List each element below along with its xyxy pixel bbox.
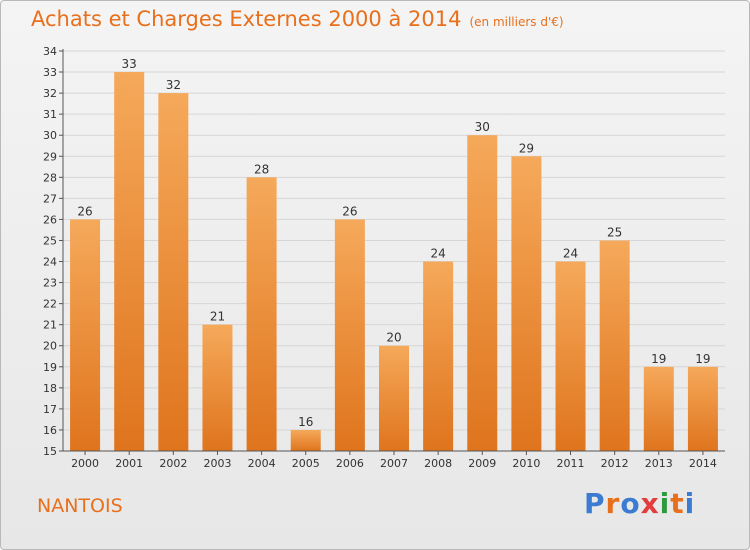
bar xyxy=(70,219,101,451)
x-tick-label: 2000 xyxy=(71,457,99,470)
labels: 15 16 17 18 19 20 21 22 23 24 25 26 27 28 29 30 31 32 33 34… xyxy=(43,45,717,470)
bar-value-label: 24 xyxy=(430,247,445,261)
chart-title-text: Achats et Charges Externes 2000 à 2014 xyxy=(31,7,462,31)
chart-title: Achats et Charges Externes 2000 à 2014 (e… xyxy=(31,7,564,31)
y-tick-label: 33 xyxy=(43,66,57,79)
proxiti-logo[interactable]: Proxiti xyxy=(584,487,695,520)
y-tick-label: 32 xyxy=(43,87,57,100)
bar xyxy=(114,72,145,451)
y-tick-label: 17 xyxy=(43,403,57,416)
bar-value-label: 25 xyxy=(607,225,622,239)
x-tick-label: 2002 xyxy=(159,457,187,470)
logo-letter: o xyxy=(620,487,641,520)
x-tick-label: 2009 xyxy=(468,457,496,470)
x-tick-label: 2013 xyxy=(645,457,673,470)
bar-value-label: 26 xyxy=(342,204,357,218)
y-tick-label: 34 xyxy=(43,45,57,58)
bar-value-label: 28 xyxy=(254,162,269,176)
logo-letter: i xyxy=(659,487,671,520)
bar-value-label: 20 xyxy=(386,331,401,345)
bar-value-label: 32 xyxy=(166,78,181,92)
x-tick-label: 2014 xyxy=(689,457,717,470)
bar xyxy=(599,240,630,451)
bar-value-label: 26 xyxy=(77,204,92,218)
y-tick-label: 15 xyxy=(43,445,57,458)
logo-letter: P xyxy=(584,487,606,520)
x-tick-label: 2005 xyxy=(292,457,320,470)
chart-unit: (en milliers d'€) xyxy=(469,15,564,29)
y-tick-label: 30 xyxy=(43,129,57,142)
y-tick-label: 28 xyxy=(43,171,57,184)
y-tick-label: 23 xyxy=(43,277,57,290)
bar-value-label: 30 xyxy=(475,120,490,134)
x-tick-label: 2008 xyxy=(424,457,452,470)
bar xyxy=(379,345,409,451)
y-tick-label: 29 xyxy=(43,150,57,163)
bar-value-label: 19 xyxy=(651,352,666,366)
y-tick-label: 31 xyxy=(43,108,57,121)
bar-value-label: 33 xyxy=(122,57,137,71)
x-tick-label: 2006 xyxy=(336,457,364,470)
y-tick-label: 22 xyxy=(43,298,57,311)
bar xyxy=(246,177,277,451)
bar xyxy=(511,156,542,451)
bar-value-label: 24 xyxy=(563,247,578,261)
y-tick-label: 20 xyxy=(43,340,57,353)
y-tick-label: 24 xyxy=(43,256,57,269)
bar-value-label: 21 xyxy=(210,310,225,324)
x-tick-label: 2011 xyxy=(557,457,585,470)
y-tick-label: 27 xyxy=(43,192,57,205)
y-tick-label: 26 xyxy=(43,213,57,226)
x-tick-label: 2010 xyxy=(512,457,540,470)
bar xyxy=(467,135,498,452)
x-tick-label: 2007 xyxy=(380,457,408,470)
bars xyxy=(70,72,718,452)
bar xyxy=(687,366,718,451)
bar-value-label: 29 xyxy=(519,141,534,155)
bar xyxy=(158,93,189,452)
bar xyxy=(643,366,674,451)
bar xyxy=(202,324,233,451)
logo-letter: t xyxy=(670,487,685,520)
y-tick-label: 18 xyxy=(43,382,57,395)
logo-letter: i xyxy=(684,487,696,520)
x-tick-label: 2004 xyxy=(248,457,276,470)
bar xyxy=(334,219,365,451)
bar xyxy=(423,261,454,451)
city-name: NANTOIS xyxy=(37,495,123,517)
bar-value-label: 16 xyxy=(298,415,313,429)
y-tick-label: 19 xyxy=(43,361,57,374)
y-tick-label: 16 xyxy=(43,424,57,437)
bar xyxy=(290,429,321,451)
axes xyxy=(59,49,725,455)
x-tick-label: 2003 xyxy=(203,457,231,470)
y-tick-label: 21 xyxy=(43,319,57,332)
y-tick-label: 25 xyxy=(43,234,57,247)
bar-value-label: 19 xyxy=(695,352,710,366)
logo-letter: r xyxy=(605,487,621,520)
bar xyxy=(555,261,586,451)
logo-letter: x xyxy=(640,487,660,520)
x-tick-label: 2012 xyxy=(601,457,629,470)
x-tick-label: 2001 xyxy=(115,457,143,470)
